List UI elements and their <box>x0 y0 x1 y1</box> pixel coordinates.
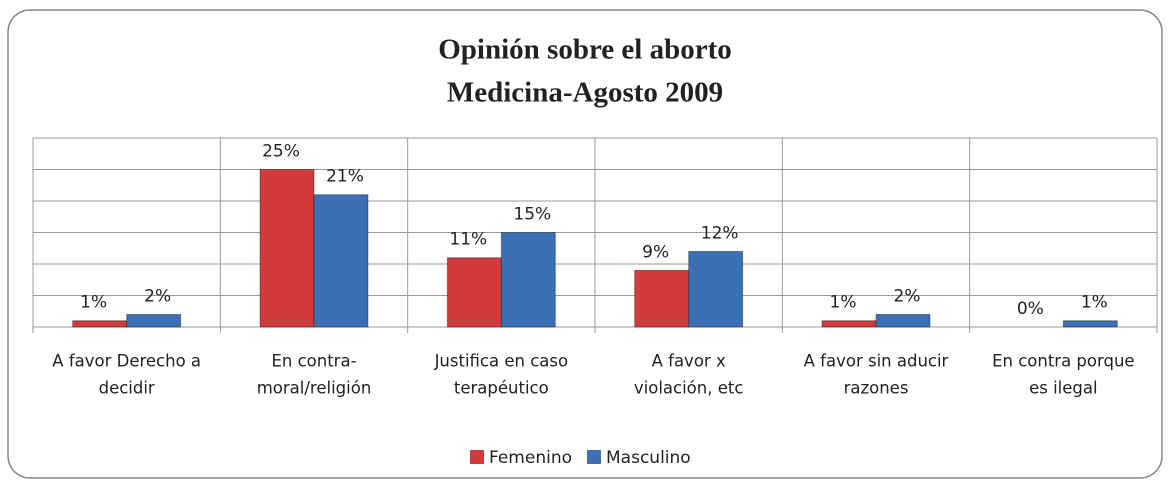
x-tick-label: En contra- <box>271 352 356 371</box>
bar <box>259 169 315 328</box>
x-tick-label: razones <box>844 379 909 398</box>
chart-frame <box>7 9 1163 479</box>
data-label: 15% <box>513 205 551 225</box>
bar <box>313 194 369 328</box>
x-tick-label: moral/religión <box>257 379 372 398</box>
data-label: 25% <box>262 142 300 162</box>
chart-subtitle: Medicina-Agosto 2009 <box>447 77 723 109</box>
legend-swatch <box>587 450 601 464</box>
legend-label: Masculino <box>606 448 691 468</box>
data-label: 1% <box>80 293 107 313</box>
bar <box>875 313 931 328</box>
x-tick-label: decidir <box>99 379 155 398</box>
x-tick-label: violación, etc <box>634 379 744 398</box>
data-label: 2% <box>144 286 171 306</box>
x-tick-label: Justifica en caso <box>434 352 569 371</box>
bar <box>1062 320 1118 328</box>
x-tick-label: En contra porque <box>992 352 1135 371</box>
x-tick-label: A favor x <box>652 352 726 371</box>
legend-swatch <box>470 450 484 464</box>
data-label: 1% <box>1081 293 1108 313</box>
data-label: 12% <box>701 223 739 243</box>
bar <box>126 313 182 328</box>
x-tick-label: es ilegal <box>1029 379 1097 398</box>
bar <box>688 250 744 328</box>
legend-label: Femenino <box>489 448 572 468</box>
x-tick-label: terapéutico <box>454 379 549 398</box>
data-label: 21% <box>326 167 364 187</box>
data-label: 11% <box>449 230 487 250</box>
chart-title: Opinión sobre el aborto <box>438 34 732 66</box>
bar <box>500 232 556 328</box>
bar <box>446 257 502 328</box>
data-label: 2% <box>894 286 921 306</box>
data-label: 0% <box>1017 299 1044 319</box>
data-label: 1% <box>830 293 857 313</box>
bar <box>821 320 877 328</box>
bar <box>634 269 690 328</box>
bar <box>72 320 128 328</box>
data-label: 9% <box>642 242 669 262</box>
x-tick-label: A favor Derecho a <box>52 352 201 371</box>
x-tick-label: A favor sin aducir <box>804 352 949 371</box>
